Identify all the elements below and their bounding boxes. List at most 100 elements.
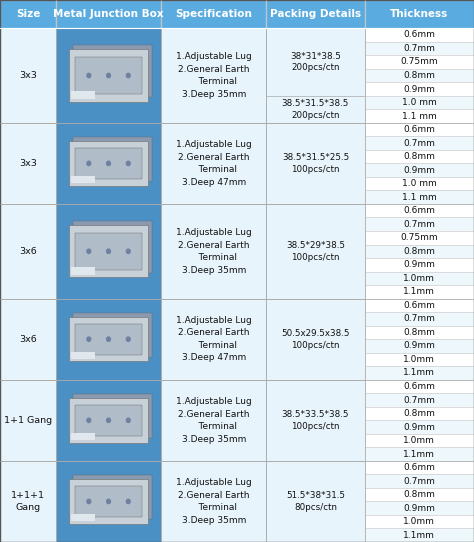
Bar: [56, 380, 161, 461]
Bar: [365, 285, 474, 299]
Bar: [72, 91, 95, 99]
Bar: [365, 137, 474, 150]
Text: 38.5*33.5*38.5
100pcs/ctn: 38.5*33.5*38.5 100pcs/ctn: [282, 410, 349, 431]
Bar: [365, 326, 474, 339]
Text: 1.Adjustable Lug
2.General Earth
   Terminal
3.Deep 47mm: 1.Adjustable Lug 2.General Earth Termina…: [176, 316, 252, 363]
Circle shape: [127, 337, 130, 341]
Circle shape: [87, 418, 91, 422]
Bar: [56, 204, 161, 299]
Bar: [365, 353, 474, 366]
Bar: [56, 123, 161, 204]
Bar: [72, 176, 95, 183]
Text: 0.8mm: 0.8mm: [403, 409, 435, 418]
Bar: [365, 231, 474, 244]
Text: Packing Details: Packing Details: [270, 9, 361, 19]
Text: 1+1 Gang: 1+1 Gang: [4, 416, 52, 425]
Bar: [0, 0, 56, 28]
Bar: [365, 312, 474, 326]
Bar: [365, 420, 474, 434]
Circle shape: [107, 337, 110, 341]
Text: 0.7mm: 0.7mm: [403, 314, 435, 324]
Bar: [266, 28, 365, 123]
Text: 0.7mm: 0.7mm: [403, 220, 435, 229]
Text: 38.5*29*38.5
100pcs/ctn: 38.5*29*38.5 100pcs/ctn: [286, 241, 345, 262]
Bar: [365, 55, 474, 69]
Bar: [266, 204, 365, 299]
Bar: [365, 299, 474, 312]
Bar: [365, 407, 474, 420]
Bar: [69, 479, 148, 524]
Circle shape: [127, 418, 130, 422]
Bar: [365, 177, 474, 190]
Bar: [266, 299, 365, 380]
Text: 0.6mm: 0.6mm: [403, 382, 435, 391]
Bar: [0, 123, 56, 204]
Bar: [75, 324, 142, 355]
Text: 1.1 mm: 1.1 mm: [402, 193, 437, 202]
Bar: [365, 244, 474, 258]
Bar: [69, 49, 148, 101]
Bar: [266, 0, 365, 28]
Bar: [56, 0, 161, 28]
Text: 3x3: 3x3: [19, 159, 37, 168]
Text: Thickness: Thickness: [390, 9, 448, 19]
Bar: [161, 461, 266, 542]
Circle shape: [87, 73, 91, 78]
Circle shape: [87, 249, 91, 254]
Bar: [365, 150, 474, 163]
Circle shape: [127, 249, 130, 254]
Bar: [73, 221, 152, 273]
Bar: [365, 474, 474, 488]
Text: 3x3: 3x3: [19, 71, 37, 80]
Bar: [266, 461, 365, 542]
Text: 0.9mm: 0.9mm: [403, 85, 435, 94]
Text: 0.9mm: 0.9mm: [403, 423, 435, 431]
Text: 1.0mm: 1.0mm: [403, 274, 435, 283]
Text: 0.6mm: 0.6mm: [403, 206, 435, 215]
Bar: [0, 461, 56, 542]
Bar: [56, 299, 161, 380]
Bar: [365, 123, 474, 137]
Text: 0.6mm: 0.6mm: [403, 30, 435, 40]
Bar: [365, 366, 474, 380]
Bar: [0, 204, 56, 299]
Circle shape: [107, 161, 110, 165]
Bar: [365, 217, 474, 231]
Bar: [365, 0, 474, 28]
Bar: [73, 393, 152, 438]
Bar: [365, 109, 474, 123]
Circle shape: [127, 499, 130, 504]
Text: 3x6: 3x6: [19, 247, 37, 256]
Text: 0.7mm: 0.7mm: [403, 476, 435, 486]
Circle shape: [107, 73, 110, 78]
Bar: [365, 461, 474, 474]
Bar: [73, 313, 152, 357]
Bar: [161, 28, 266, 123]
Bar: [0, 380, 56, 461]
Bar: [365, 393, 474, 407]
Bar: [75, 233, 142, 269]
Bar: [73, 45, 152, 97]
Bar: [365, 204, 474, 217]
Bar: [161, 0, 266, 28]
Text: 38*31*38.5
200pcs/ctn: 38*31*38.5 200pcs/ctn: [290, 51, 341, 73]
Bar: [161, 299, 266, 380]
Text: Size: Size: [16, 9, 40, 19]
Bar: [365, 515, 474, 528]
Bar: [266, 123, 365, 204]
Bar: [266, 380, 365, 461]
Circle shape: [87, 499, 91, 504]
Text: 0.7mm: 0.7mm: [403, 396, 435, 404]
Text: 1.0mm: 1.0mm: [403, 436, 435, 445]
Text: 1.1mm: 1.1mm: [403, 450, 435, 459]
Text: 50.5x29.5x38.5
100pcs/ctn: 50.5x29.5x38.5 100pcs/ctn: [281, 329, 350, 350]
Bar: [0, 28, 56, 123]
Text: 51.5*38*31.5
80pcs/ctn: 51.5*38*31.5 80pcs/ctn: [286, 491, 345, 512]
Text: 1.1mm: 1.1mm: [403, 531, 435, 540]
Bar: [365, 82, 474, 96]
Bar: [365, 528, 474, 542]
Bar: [365, 28, 474, 42]
Text: 1.0 mm: 1.0 mm: [402, 98, 437, 107]
Circle shape: [87, 337, 91, 341]
Text: 0.6mm: 0.6mm: [403, 301, 435, 310]
